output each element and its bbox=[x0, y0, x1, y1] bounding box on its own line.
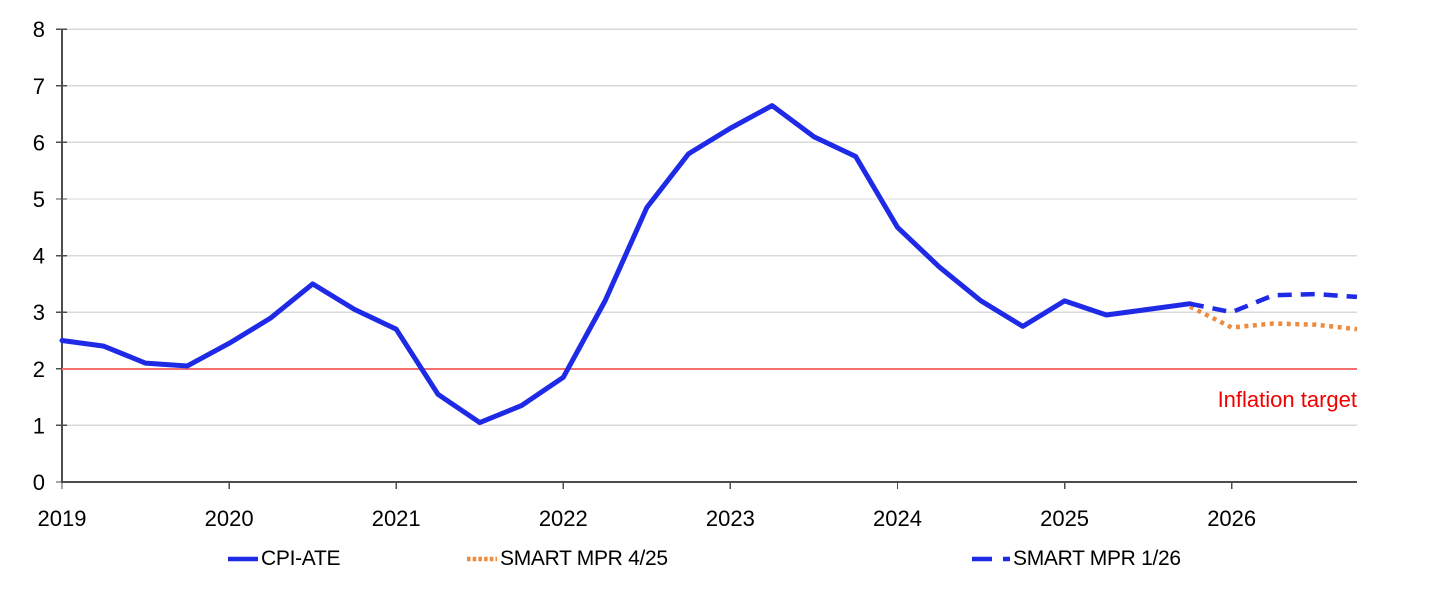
y-axis-label-2: 2 bbox=[33, 357, 45, 382]
x-axis-label-2022: 2022 bbox=[539, 506, 588, 531]
x-axis-label-2021: 2021 bbox=[372, 506, 421, 531]
x-axis-label-2020: 2020 bbox=[205, 506, 254, 531]
y-axis-label-4: 4 bbox=[33, 244, 45, 269]
y-axis-label-3: 3 bbox=[33, 300, 45, 325]
legend-swatch-dotted-line bbox=[467, 556, 497, 562]
x-axis-label-2025: 2025 bbox=[1040, 506, 1089, 531]
legend-swatch-solid-line bbox=[228, 556, 258, 562]
legend-item-smart-mpr-4-25: SMART MPR 4/25 bbox=[466, 548, 668, 570]
legend-label-cpi-ate: CPI-ATE bbox=[261, 547, 341, 570]
y-axis-label-0: 0 bbox=[33, 470, 45, 495]
series-line-cpi-ate bbox=[59, 103, 1193, 426]
y-axis-label-8: 8 bbox=[33, 17, 45, 42]
x-axis-label-2024: 2024 bbox=[873, 506, 922, 531]
x-axis-label-2023: 2023 bbox=[706, 506, 755, 531]
legend-label-smart-mpr-1-26: SMART MPR 1/26 bbox=[1013, 547, 1181, 570]
legend-item-cpi-ate: CPI-ATE bbox=[227, 548, 340, 570]
legend-label-smart-mpr-4-25: SMART MPR 4/25 bbox=[500, 547, 668, 570]
chart-legend: CPI-ATE SMART MPR 4/25 SMART MPR 1/26 bbox=[0, 545, 1445, 575]
inflation-target-label: Inflation target bbox=[1217, 387, 1357, 412]
x-axis-label-2019: 2019 bbox=[38, 506, 87, 531]
series-line-smart-mpr-1-26 bbox=[1189, 291, 1358, 315]
series-line-smart-mpr-4-25 bbox=[1188, 304, 1358, 332]
legend-item-smart-mpr-1-26: SMART MPR 1/26 bbox=[971, 548, 1181, 570]
x-axis-label-2026: 2026 bbox=[1207, 506, 1256, 531]
y-axis-label-5: 5 bbox=[33, 187, 45, 212]
legend-swatch-dashed-line bbox=[972, 556, 1010, 562]
y-axis-label-1: 1 bbox=[33, 413, 45, 438]
y-axis-label-7: 7 bbox=[33, 74, 45, 99]
y-axis-label-6: 6 bbox=[33, 130, 45, 155]
